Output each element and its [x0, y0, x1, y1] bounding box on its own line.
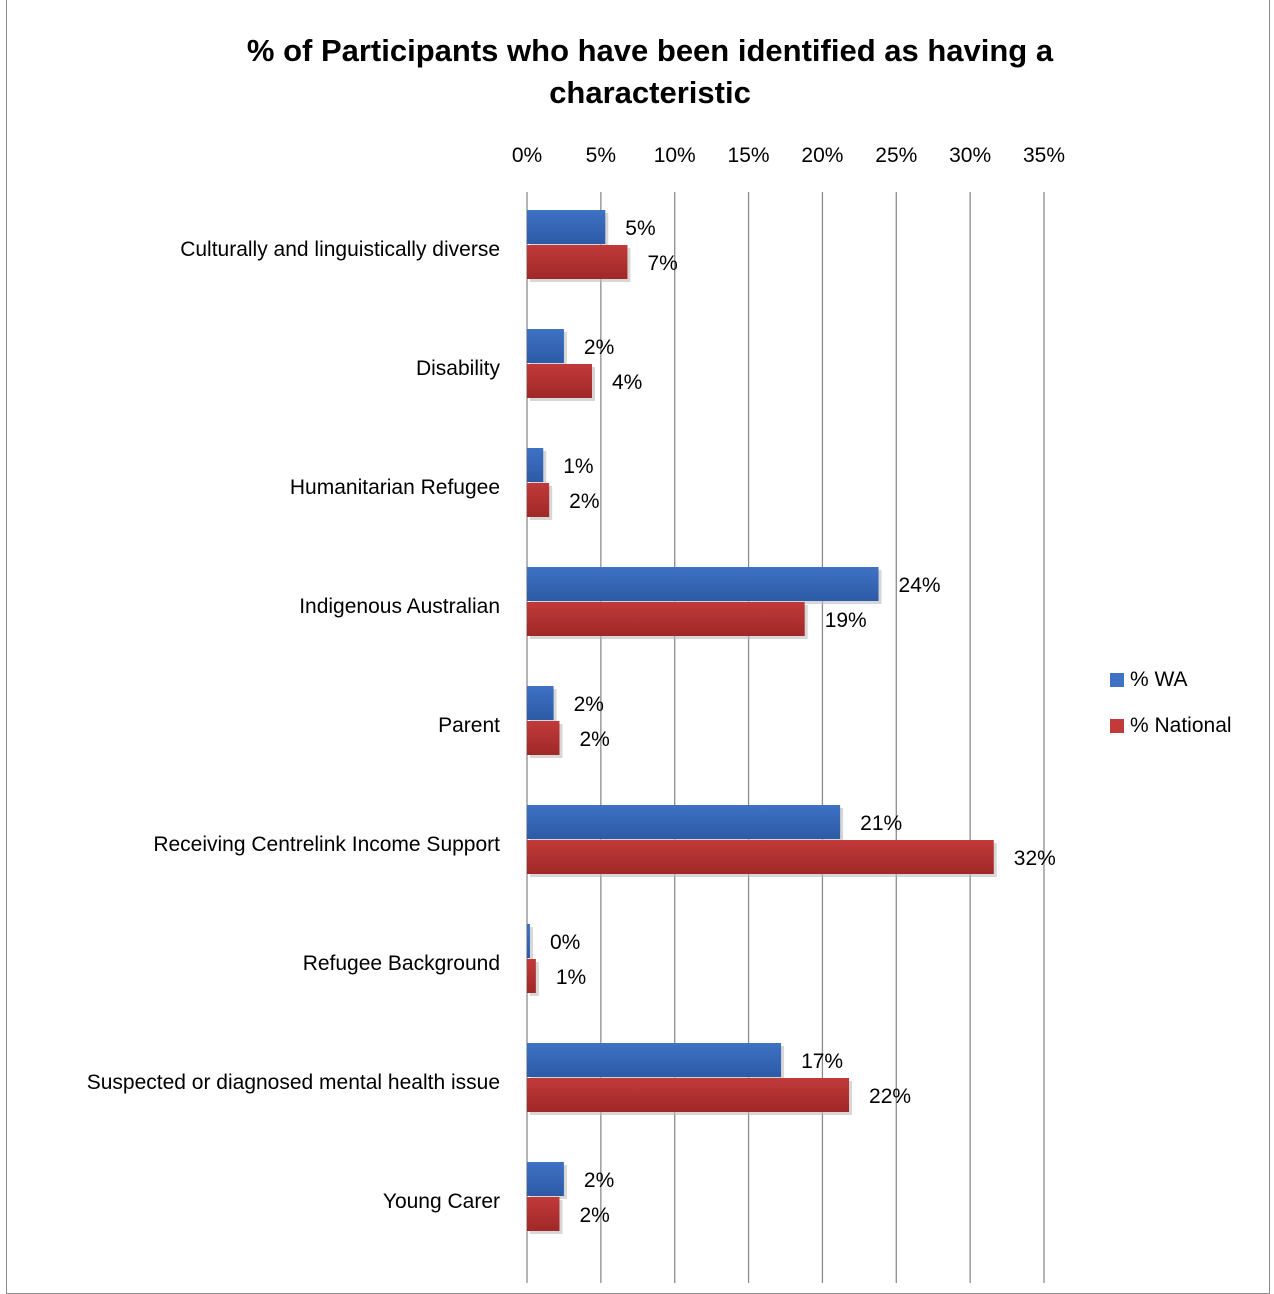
legend-item-national: % National [1110, 714, 1232, 738]
x-tick-label: 15% [728, 144, 770, 167]
bar-wa [527, 686, 554, 720]
category-label: Disability [416, 357, 501, 380]
bars [527, 210, 997, 1234]
data-label: 2% [579, 728, 609, 751]
bar-national [527, 364, 592, 398]
bar-wa [527, 1162, 564, 1196]
data-label: 4% [612, 371, 642, 394]
x-tick-label: 25% [875, 144, 917, 167]
bar-wa [527, 329, 564, 363]
x-tick-label: 10% [654, 144, 696, 167]
bar-wa [527, 924, 530, 958]
bar-national [527, 483, 550, 517]
data-label: 2% [584, 336, 614, 359]
data-label: 2% [574, 693, 604, 716]
x-tick-label: 30% [949, 144, 991, 167]
bar-national [527, 602, 805, 636]
data-label: 1% [563, 455, 593, 478]
x-tick-label: 5% [586, 144, 616, 167]
data-label: 5% [625, 217, 655, 240]
data-label: 2% [569, 490, 599, 513]
data-labels: 5% 7% 2% 4% 1% 2% 24% 19% 2% 2% 21% 32% 0% 1% 17% 22% 2%… [550, 217, 1056, 1227]
x-tick-label: 20% [801, 144, 843, 167]
bar-wa [527, 210, 606, 244]
data-label: 0% [550, 931, 580, 954]
legend-swatch-national [1110, 719, 1124, 733]
bar-national [527, 1078, 850, 1112]
data-label: 2% [579, 1204, 609, 1227]
category-labels: Culturally and linguistically diverse Dis… [87, 238, 501, 1213]
bar-national [527, 245, 628, 279]
bar-national [527, 1197, 560, 1231]
bar-wa [527, 448, 544, 482]
data-label: 22% [869, 1085, 911, 1108]
data-label: 17% [801, 1050, 843, 1073]
category-label: Suspected or diagnosed mental health iss… [87, 1071, 500, 1094]
data-label: 32% [1014, 847, 1056, 870]
legend-label-wa: % WA [1130, 668, 1188, 691]
bar-national [527, 959, 536, 993]
bar-wa [527, 1043, 782, 1077]
bar-national [527, 721, 560, 755]
x-tick-label: 35% [1023, 144, 1065, 167]
category-label: Young Carer [383, 1190, 500, 1213]
category-label: Indigenous Australian [299, 595, 500, 618]
legend-label-national: % National [1130, 714, 1232, 737]
bar-wa [527, 567, 879, 601]
bar-shadow [530, 927, 533, 961]
data-label: 19% [825, 609, 867, 632]
legend: % WA % National [1110, 668, 1232, 760]
bar-national [527, 840, 994, 874]
x-axis-ticks: 0% 5% 10% 15% 20% 25% 30% 35% [512, 144, 1065, 167]
legend-swatch-wa [1110, 673, 1124, 687]
bar-wa [527, 805, 841, 839]
data-label: 1% [556, 966, 586, 989]
data-label: 2% [584, 1169, 614, 1192]
data-label: 24% [899, 574, 941, 597]
data-label: 21% [860, 812, 902, 835]
x-tick-label: 0% [512, 144, 542, 167]
category-label: Parent [438, 714, 500, 737]
category-label: Culturally and linguistically diverse [180, 238, 500, 261]
category-label: Receiving Centrelink Income Support [153, 833, 500, 856]
data-label: 7% [647, 252, 677, 275]
category-label: Humanitarian Refugee [290, 476, 500, 499]
legend-item-wa: % WA [1110, 668, 1232, 692]
category-label: Refugee Background [303, 952, 500, 975]
chart-title: % of Participants who have been identifi… [246, 33, 1054, 110]
